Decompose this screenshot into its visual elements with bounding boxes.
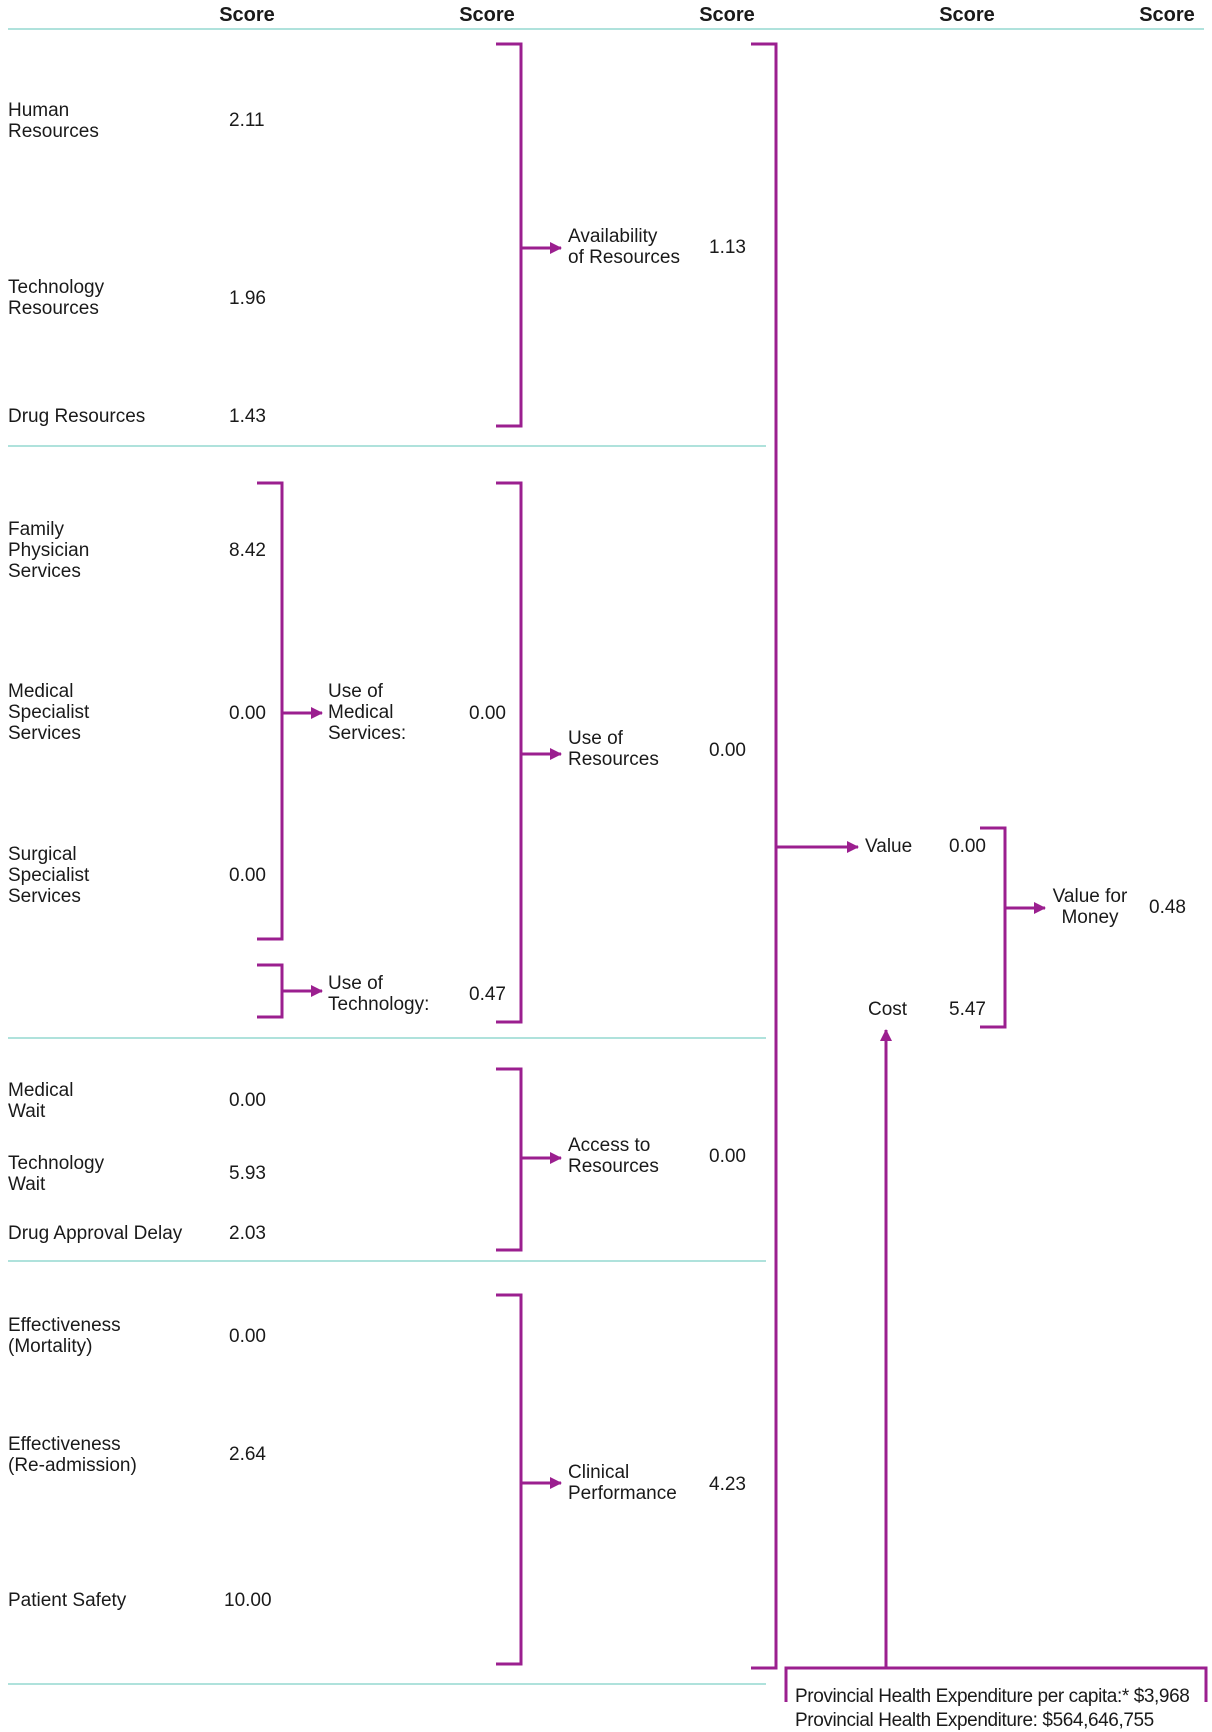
cost-label: Cost [868,999,908,1020]
indicator-score-drug-resources: 1.43 [229,406,266,427]
indicator-score-surgical-specialist: 0.00 [229,865,266,886]
use-of-technology-bracket [257,963,284,1019]
subcategory-score-use-of-medical-services: 0.00 [469,703,506,724]
cost-score: 5.47 [949,999,986,1020]
expenditure-box [784,1666,1208,1702]
indicator-label-technology-wait: Technology Wait [8,1153,105,1195]
category-label-availability: Availability of Resources [568,226,680,268]
use-of-resources-bracket [496,481,523,1024]
category-score-availability: 1.13 [709,237,746,258]
indicator-score-medical-specialist: 0.00 [229,703,266,724]
score-header-value-for-money: Score [1139,4,1195,26]
section-divider-lines [8,28,1204,1685]
indicator-label-patient-safety: Patient Safety [8,1590,127,1611]
value-for-money-bracket [980,826,1007,1029]
score-header-categories: Score [699,4,755,26]
indicator-score-human-resources: 2.11 [229,110,265,131]
value-for-money-score: 0.48 [1149,897,1186,918]
indicator-score-medical-wait: 0.00 [229,1090,266,1111]
score-header-value-cost: Score [939,4,995,26]
category-score-clinical-performance: 4.23 [709,1474,746,1495]
access-bracket [496,1067,523,1252]
indicator-label-medical-wait: Medical Wait [8,1080,74,1122]
medical-services-bracket [257,481,284,941]
indicator-score-effectiveness-mortality: 0.00 [229,1326,266,1347]
subcategory-label-use-of-medical-services: Use of Medical Services: [328,681,407,744]
value-bracket [751,42,778,1670]
indicator-label-family-physician: Family Physician Services [8,519,90,582]
category-label-clinical-performance: Clinical Performance [568,1462,677,1504]
indicator-label-medical-specialist: Medical Specialist Services [8,681,90,744]
indicator-score-family-physician: 8.42 [229,540,266,561]
expenditure-total: Provincial Health Expenditure: $564,646,… [795,1710,1154,1731]
indicator-label-effectiveness-mortality: Effectiveness (Mortality) [8,1315,121,1357]
category-score-access: 0.00 [709,1146,746,1167]
indicator-score-technology-wait: 5.93 [229,1163,266,1184]
category-label-use-of-resources: Use of Resources [568,728,659,770]
availability-bracket [496,42,523,428]
indicator-label-technology-resources: Technology Resources [8,277,105,319]
indicator-label-effectiveness-readmission: Effectiveness (Re-admission) [8,1434,137,1476]
category-score-use-of-resources: 0.00 [709,740,746,761]
indicator-label-human-resources: Human Resources [8,100,99,142]
indicator-score-technology-resources: 1.96 [229,288,266,309]
indicator-score-effectiveness-readmission: 2.64 [229,1444,266,1465]
indicator-label-drug-resources: Drug Resources [8,406,146,427]
subcategory-label-use-of-technology: Use of Technology: [328,973,430,1015]
category-label-access: Access to Resources [568,1135,659,1177]
value-score: 0.00 [949,836,986,857]
indicator-label-drug-approval-delay: Drug Approval Delay [8,1223,183,1244]
value-for-money-label: Value for Money [1052,886,1128,928]
indicator-score-patient-safety: 10.00 [224,1590,272,1611]
score-header-indicators: Score [219,4,275,26]
indicator-label-surgical-specialist: Surgical Specialist Services [8,844,90,907]
score-header-subcategories: Score [459,4,515,26]
indicator-score-drug-approval-delay: 2.03 [229,1223,266,1244]
value-label: Value [865,836,913,857]
clinical-bracket [496,1293,523,1666]
subcategory-score-use-of-technology: 0.47 [469,984,506,1005]
expenditure-per-capita: Provincial Health Expenditure per capita… [795,1686,1190,1707]
